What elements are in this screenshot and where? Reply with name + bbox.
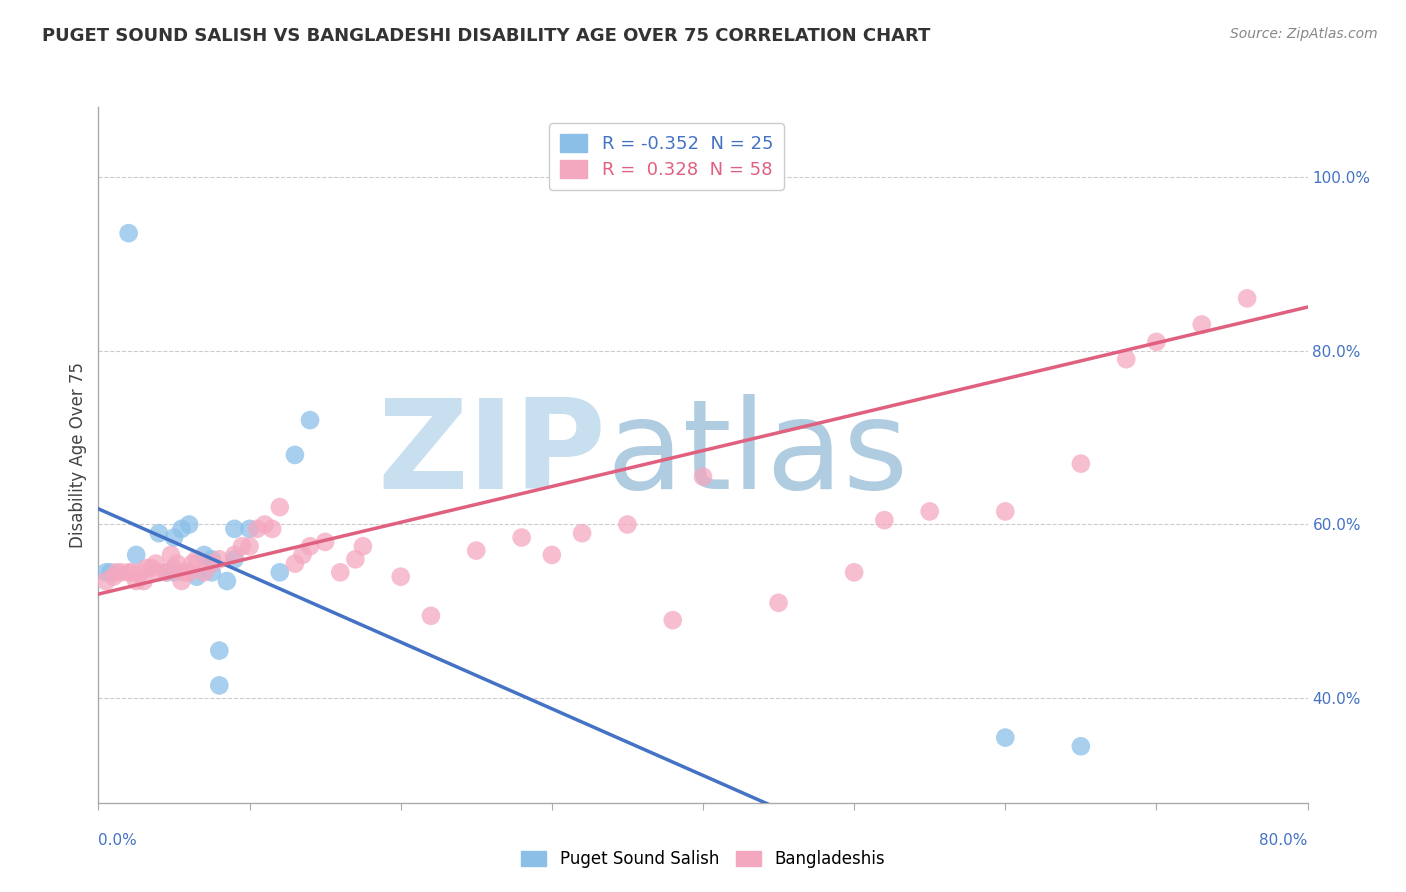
Point	[994, 504, 1017, 518]
Point	[163, 566, 186, 580]
Point	[352, 539, 374, 553]
Point	[135, 561, 157, 575]
Point	[94, 566, 117, 580]
Text: Source: ZipAtlas.com: Source: ZipAtlas.com	[1230, 27, 1378, 41]
Text: PUGET SOUND SALISH VS BANGLADESHI DISABILITY AGE OVER 75 CORRELATION CHART: PUGET SOUND SALISH VS BANGLADESHI DISABI…	[42, 27, 931, 45]
Point	[201, 552, 224, 566]
Y-axis label: Disability Age Over 75: Disability Age Over 75	[69, 362, 87, 548]
Point	[224, 552, 246, 566]
Point	[100, 566, 122, 580]
Point	[186, 552, 208, 566]
Point	[132, 574, 155, 588]
Point	[208, 678, 231, 692]
Point	[299, 413, 322, 427]
Point	[170, 574, 193, 588]
Legend: R = -0.352  N = 25, R =  0.328  N = 58: R = -0.352 N = 25, R = 0.328 N = 58	[550, 123, 785, 190]
Point	[160, 548, 183, 562]
Point	[224, 548, 246, 562]
Point	[110, 566, 132, 580]
Point	[662, 613, 685, 627]
Point	[201, 557, 224, 571]
Point	[873, 513, 896, 527]
Text: ZIP: ZIP	[378, 394, 606, 516]
Point	[129, 566, 152, 580]
Point	[186, 570, 208, 584]
Point	[215, 574, 238, 588]
Point	[148, 566, 170, 580]
Legend: Puget Sound Salish, Bangladeshis: Puget Sound Salish, Bangladeshis	[515, 844, 891, 875]
Point	[118, 566, 141, 580]
Point	[692, 469, 714, 483]
Point	[193, 548, 215, 562]
Point	[103, 570, 125, 584]
Point	[420, 608, 443, 623]
Point	[105, 566, 128, 580]
Point	[163, 561, 186, 575]
Point	[148, 526, 170, 541]
Point	[208, 643, 231, 657]
Point	[181, 557, 204, 571]
Text: 80.0%: 80.0%	[1260, 833, 1308, 848]
Point	[540, 548, 562, 562]
Point	[179, 566, 201, 580]
Point	[201, 566, 224, 580]
Point	[269, 566, 291, 580]
Point	[1144, 334, 1167, 349]
Point	[246, 522, 269, 536]
Point	[166, 557, 188, 571]
Point	[141, 561, 163, 575]
Point	[94, 574, 117, 588]
Point	[239, 522, 262, 536]
Point	[284, 448, 307, 462]
Point	[253, 517, 276, 532]
Point	[1070, 457, 1092, 471]
Point	[125, 574, 148, 588]
Point	[329, 566, 352, 580]
Point	[299, 539, 322, 553]
Point	[179, 517, 201, 532]
Point	[571, 526, 593, 541]
Point	[208, 552, 231, 566]
Point	[465, 543, 488, 558]
Point	[1070, 739, 1092, 754]
Point	[291, 548, 314, 562]
Point	[224, 522, 246, 536]
Text: atlas: atlas	[606, 394, 908, 516]
Text: 0.0%: 0.0%	[98, 833, 138, 848]
Point	[269, 500, 291, 514]
Point	[1236, 291, 1258, 305]
Point	[768, 596, 790, 610]
Point	[284, 557, 307, 571]
Point	[118, 226, 141, 240]
Point	[231, 539, 253, 553]
Point	[155, 566, 177, 580]
Point	[170, 522, 193, 536]
Point	[155, 566, 177, 580]
Point	[1191, 318, 1213, 332]
Point	[314, 535, 336, 549]
Point	[145, 557, 167, 571]
Point	[121, 566, 143, 580]
Point	[918, 504, 941, 518]
Point	[1115, 352, 1137, 367]
Point	[344, 552, 367, 566]
Point	[616, 517, 638, 532]
Point	[389, 570, 412, 584]
Point	[193, 566, 215, 580]
Point	[510, 531, 533, 545]
Point	[844, 566, 866, 580]
Point	[239, 539, 262, 553]
Point	[125, 548, 148, 562]
Point	[163, 531, 186, 545]
Point	[262, 522, 284, 536]
Point	[173, 566, 195, 580]
Point	[994, 731, 1017, 745]
